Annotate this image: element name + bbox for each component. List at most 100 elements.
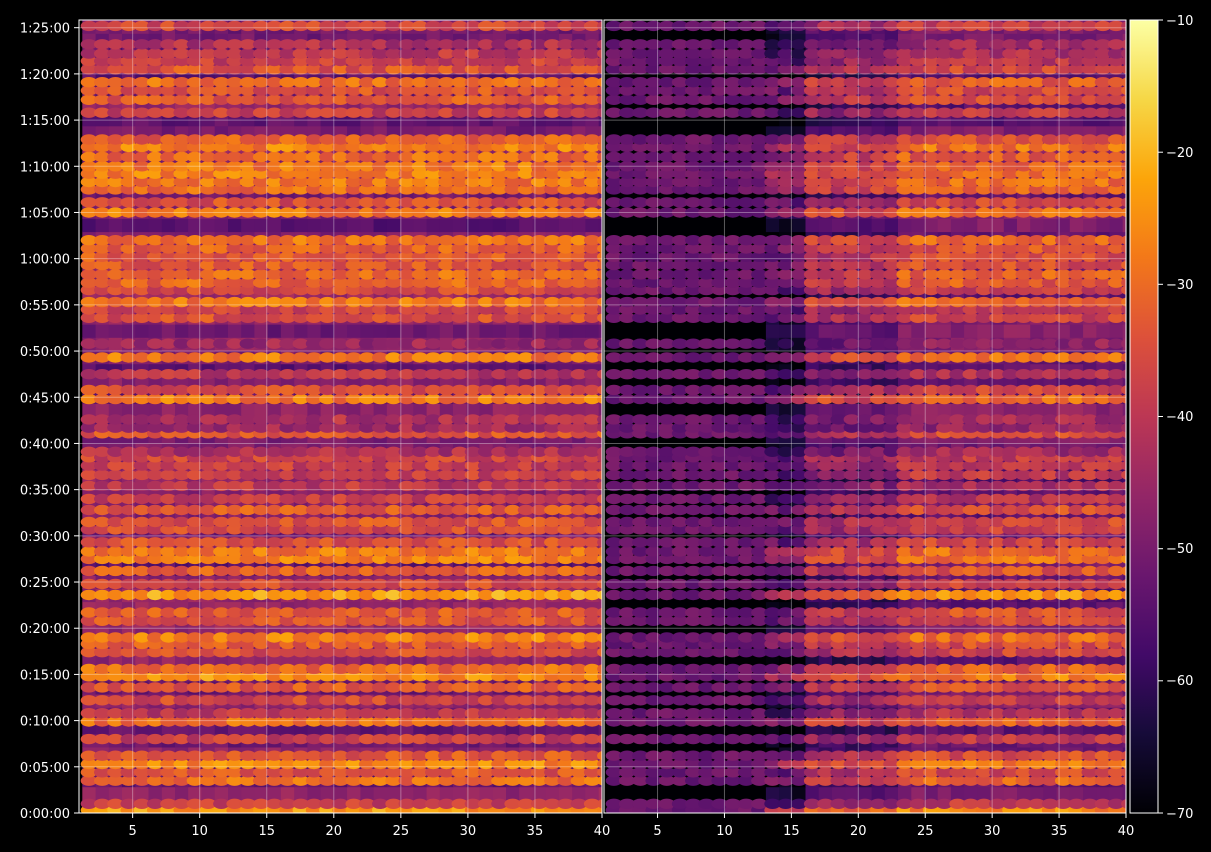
heatmap-cell bbox=[517, 197, 535, 208]
heatmap-cell bbox=[491, 312, 508, 323]
heatmap-cell bbox=[80, 384, 98, 396]
heatmap-cell bbox=[544, 243, 561, 254]
heatmap-cell bbox=[252, 524, 270, 535]
heatmap-cell bbox=[94, 767, 111, 778]
heatmap-cell bbox=[557, 197, 574, 208]
heatmap-cell bbox=[411, 524, 429, 535]
heatmap-cell bbox=[438, 758, 455, 770]
heatmap-cell bbox=[544, 767, 561, 778]
heatmap-cell bbox=[319, 589, 336, 601]
heatmap-cell bbox=[544, 235, 561, 246]
heatmap-cell bbox=[438, 469, 455, 481]
heatmap-cell bbox=[332, 695, 349, 706]
heatmap-cell bbox=[517, 647, 535, 658]
heatmap-cell bbox=[94, 480, 111, 492]
heatmap-cell bbox=[438, 296, 455, 308]
heatmap-cell bbox=[426, 786, 441, 801]
heatmap-cell bbox=[451, 259, 468, 271]
heatmap-cell bbox=[305, 176, 323, 188]
heatmap-cell bbox=[133, 277, 151, 288]
heatmap-cell bbox=[477, 235, 495, 246]
heatmap-cell bbox=[146, 235, 164, 246]
heatmap-cell bbox=[583, 663, 601, 675]
heatmap-cell bbox=[292, 565, 309, 577]
heatmap-cell bbox=[160, 235, 177, 246]
heatmap-cell bbox=[226, 469, 243, 481]
heatmap-cell bbox=[545, 324, 560, 338]
heatmap-cell bbox=[530, 469, 548, 481]
heatmap-cell bbox=[173, 615, 190, 626]
heatmap-cell bbox=[146, 663, 164, 675]
heatmap-cell bbox=[597, 235, 602, 245]
heatmap-cell bbox=[504, 708, 521, 719]
heatmap-cell bbox=[186, 235, 204, 246]
heatmap-cell bbox=[186, 671, 204, 682]
heatmap-cell bbox=[425, 277, 442, 288]
heatmap-cell bbox=[107, 369, 124, 380]
heatmap-cell bbox=[464, 504, 482, 516]
heatmap-cell bbox=[544, 758, 561, 770]
heatmap-cell bbox=[228, 218, 242, 233]
heatmap-cell bbox=[477, 663, 495, 675]
heatmap-cell bbox=[239, 460, 256, 471]
heatmap-cell bbox=[464, 384, 482, 396]
heatmap-cell bbox=[398, 207, 415, 218]
heatmap-cell bbox=[146, 632, 164, 643]
heatmap-cell bbox=[305, 393, 323, 405]
heatmap-cell bbox=[385, 493, 402, 505]
heatmap-cell bbox=[160, 716, 177, 727]
heatmap-cell bbox=[107, 384, 124, 396]
heatmap-cell bbox=[94, 589, 111, 601]
heatmap-cell bbox=[94, 243, 111, 254]
heatmap-cell bbox=[160, 671, 177, 682]
heatmap-cell bbox=[226, 480, 243, 492]
heatmap-cell bbox=[226, 516, 243, 528]
heatmap-cell bbox=[530, 235, 548, 246]
heatmap-cell bbox=[146, 516, 164, 528]
heatmap-cell bbox=[305, 537, 323, 548]
heatmap-cell bbox=[160, 469, 177, 481]
heatmap-cell bbox=[226, 758, 243, 770]
heatmap-cell bbox=[345, 235, 362, 246]
heatmap-cell bbox=[411, 304, 429, 315]
heatmap-cell bbox=[199, 565, 217, 577]
heatmap-cell bbox=[411, 480, 429, 492]
heatmap-cell bbox=[597, 554, 602, 564]
heatmap-cell bbox=[213, 469, 230, 481]
heatmap-cell bbox=[583, 733, 601, 745]
heatmap-cell bbox=[161, 218, 176, 233]
heatmap-cell bbox=[504, 524, 521, 535]
heatmap-cell bbox=[358, 589, 376, 601]
heatmap-cell bbox=[120, 589, 137, 601]
heatmap-cell bbox=[411, 197, 429, 208]
heatmap-cell bbox=[266, 414, 283, 425]
heatmap-cell bbox=[94, 251, 111, 262]
heatmap-cell bbox=[279, 422, 296, 433]
heatmap-cell bbox=[305, 671, 323, 682]
heatmap-cell bbox=[504, 480, 521, 492]
heatmap-cell bbox=[451, 352, 468, 363]
heatmap-cell bbox=[186, 607, 204, 618]
heatmap-cell bbox=[319, 176, 336, 188]
heatmap-cell bbox=[491, 682, 508, 693]
heatmap-cell bbox=[213, 708, 230, 719]
heatmap-cell bbox=[133, 251, 151, 262]
heatmap-cell bbox=[517, 553, 535, 565]
heatmap-cell bbox=[504, 284, 521, 296]
heatmap-cell bbox=[385, 469, 402, 481]
heatmap-cell bbox=[466, 218, 481, 233]
heatmap-cell bbox=[438, 671, 455, 682]
heatmap-cell bbox=[120, 524, 137, 535]
heatmap-cell bbox=[266, 338, 283, 349]
heatmap-cell bbox=[372, 384, 389, 396]
heatmap-cell bbox=[107, 304, 124, 315]
heatmap-cell bbox=[186, 296, 204, 308]
heatmap-cell bbox=[120, 695, 137, 706]
heatmap-cell bbox=[372, 775, 389, 786]
heatmap-cell bbox=[148, 218, 163, 233]
heatmap-cell bbox=[173, 384, 190, 396]
heatmap-cell bbox=[425, 312, 442, 323]
heatmap-cell bbox=[292, 184, 309, 195]
heatmap-cell bbox=[411, 750, 429, 761]
heatmap-cell bbox=[305, 422, 323, 433]
